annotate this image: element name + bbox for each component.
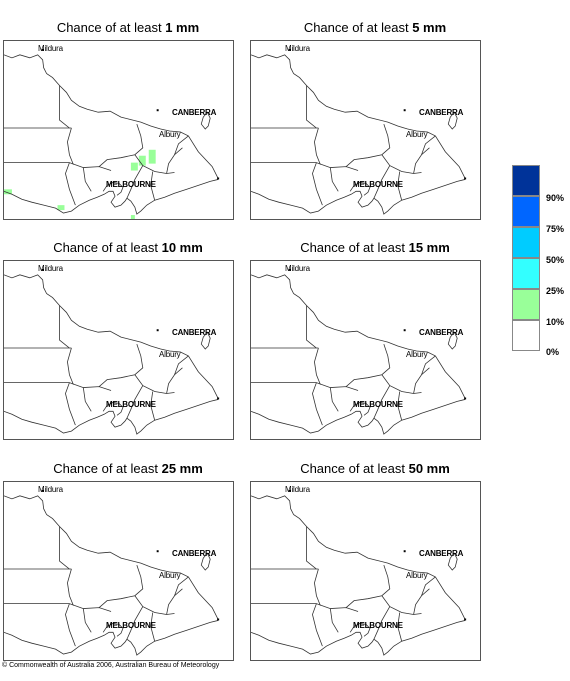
- map-label-melbourne: MELBOURNE: [106, 180, 156, 189]
- map-panel-15mm: Chance of at least 15 mm Mildura CANBERRA…: [250, 240, 500, 460]
- legend-label-50: 50%: [546, 255, 565, 265]
- map-panel-50mm: Chance of at least 50 mm Mildura CANBERRA…: [250, 461, 500, 681]
- legend-label-0: 0%: [546, 347, 560, 357]
- legend-swatch-90: [512, 165, 540, 196]
- legend-swatch-50: [512, 227, 540, 258]
- map-label-melbourne: MELBOURNE: [353, 621, 403, 630]
- map-label-mildura: Mildura: [285, 44, 310, 53]
- map-label-albury: Albury: [159, 130, 181, 139]
- map-label-mildura: Mildura: [38, 485, 63, 494]
- probability-legend: 90% 75% 50% 25% 10% 0%: [512, 165, 570, 357]
- map-label-albury: Albury: [406, 130, 428, 139]
- panel-title: Chance of at least 25 mm: [53, 461, 203, 476]
- map-label-canberra: CANBERRA: [419, 328, 464, 337]
- panel-title: Chance of at least 10 mm: [53, 240, 203, 255]
- victoria-map: Mildura CANBERRA Albury MELBOURNE: [250, 40, 481, 220]
- copyright-footer: © Commonwealth of Australia 2006, Austra…: [2, 662, 220, 669]
- victoria-map: Mildura CANBERRA Albury MELBOURNE: [3, 481, 234, 661]
- victoria-map: Mildura CANBERRA Albury MELBOURNE: [3, 260, 234, 440]
- legend-label-75: 75%: [546, 224, 565, 234]
- probability-10-25-area: [4, 149, 156, 219]
- panel-title: Chance of at least 15 mm: [300, 240, 450, 255]
- legend-label-90: 90%: [546, 193, 565, 203]
- panel-title: Chance of at least 50 mm: [300, 461, 450, 476]
- victoria-map: Mildura CANBERRA Albury MELBOURNE: [250, 260, 481, 440]
- map-label-melbourne: MELBOURNE: [353, 400, 403, 409]
- map-label-mildura: Mildura: [38, 44, 63, 53]
- map-label-mildura: Mildura: [285, 485, 310, 494]
- map-label-canberra: CANBERRA: [172, 328, 217, 337]
- legend-label-25: 25%: [546, 286, 565, 296]
- map-panel-5mm: Chance of at least 5 mm Mildura CANBERRA A…: [250, 20, 500, 240]
- map-label-canberra: CANBERRA: [172, 549, 217, 558]
- legend-swatch-75: [512, 196, 540, 227]
- map-label-melbourne: MELBOURNE: [353, 180, 403, 189]
- map-label-albury: Albury: [406, 350, 428, 359]
- map-label-mildura: Mildura: [38, 264, 63, 273]
- map-label-canberra: CANBERRA: [172, 108, 217, 117]
- panel-title: Chance of at least 5 mm: [303, 20, 447, 35]
- map-label-albury: Albury: [406, 571, 428, 580]
- map-label-mildura: Mildura: [285, 264, 310, 273]
- map-panel-25mm: Chance of at least 25 mm Mildura CANBERRA…: [3, 461, 253, 681]
- map-label-canberra: CANBERRA: [419, 108, 464, 117]
- map-panel-10mm: Chance of at least 10 mm Mildura CANBERRA…: [3, 240, 253, 460]
- legend-swatch-0: [512, 320, 540, 351]
- legend-label-10: 10%: [546, 317, 565, 327]
- legend-swatch-25: [512, 258, 540, 289]
- map-label-melbourne: MELBOURNE: [106, 400, 156, 409]
- map-label-melbourne: MELBOURNE: [106, 621, 156, 630]
- panel-title: Chance of at least 1 mm: [56, 20, 200, 35]
- map-label-albury: Albury: [159, 350, 181, 359]
- victoria-map: Mildura CANBERRA Albury MELBOURNE: [3, 40, 234, 220]
- legend-swatch-10: [512, 289, 540, 320]
- map-label-albury: Albury: [159, 571, 181, 580]
- map-panel-1mm: Chance of at least 1 mm Mildura CANBERRA A…: [3, 20, 253, 240]
- map-label-canberra: CANBERRA: [419, 549, 464, 558]
- victoria-map: Mildura CANBERRA Albury MELBOURNE: [250, 481, 481, 661]
